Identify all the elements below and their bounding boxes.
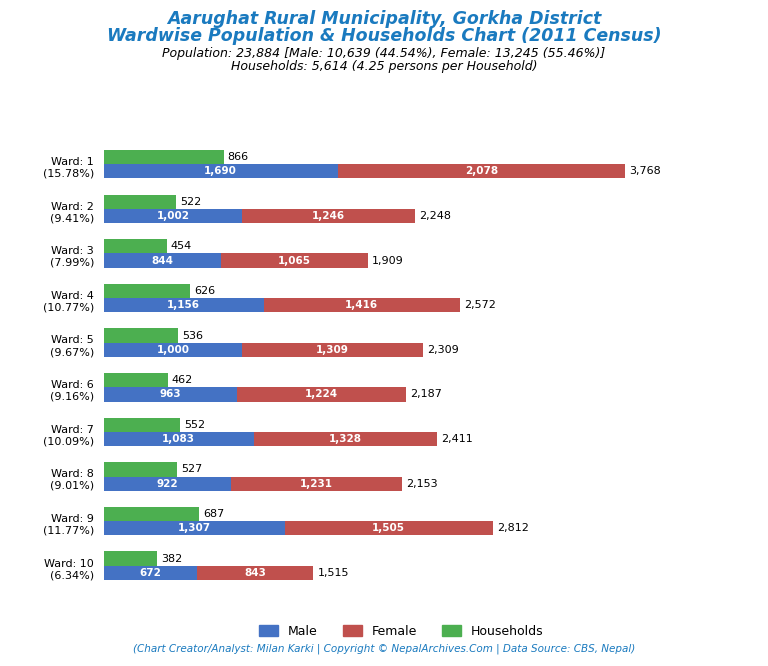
- Text: 1,231: 1,231: [300, 479, 333, 489]
- Bar: [104, 476, 231, 491]
- Text: 1,307: 1,307: [177, 523, 210, 533]
- Text: 1,328: 1,328: [329, 434, 362, 444]
- Text: 1,000: 1,000: [157, 345, 190, 355]
- Text: Aarughat Rural Municipality, Gorkha District: Aarughat Rural Municipality, Gorkha Dist…: [167, 10, 601, 28]
- Bar: [242, 342, 423, 357]
- Bar: [237, 387, 406, 402]
- Text: 2,078: 2,078: [465, 166, 498, 176]
- Bar: [104, 551, 157, 565]
- Text: 3,768: 3,768: [630, 166, 661, 176]
- Bar: [104, 239, 167, 254]
- Bar: [104, 387, 237, 402]
- Bar: [243, 209, 415, 223]
- Text: 844: 844: [151, 256, 173, 266]
- Text: 522: 522: [180, 196, 201, 206]
- Text: 843: 843: [244, 568, 266, 578]
- Bar: [104, 298, 263, 312]
- Bar: [104, 462, 177, 476]
- Bar: [285, 521, 493, 535]
- Bar: [231, 476, 402, 491]
- Bar: [104, 328, 178, 342]
- Bar: [104, 284, 190, 298]
- Bar: [104, 342, 242, 357]
- Bar: [104, 565, 197, 580]
- Text: 1,002: 1,002: [157, 211, 190, 221]
- Bar: [104, 521, 285, 535]
- Bar: [104, 418, 180, 432]
- Bar: [104, 254, 220, 268]
- Text: 1,515: 1,515: [317, 568, 349, 578]
- Bar: [104, 194, 176, 209]
- Text: 1,505: 1,505: [372, 523, 406, 533]
- Text: Population: 23,884 [Male: 10,639 (44.54%), Female: 13,245 (55.46%)]: Population: 23,884 [Male: 10,639 (44.54%…: [162, 47, 606, 60]
- Text: 866: 866: [227, 152, 249, 162]
- Text: 454: 454: [170, 241, 192, 251]
- Text: 527: 527: [180, 464, 202, 474]
- Text: 1,156: 1,156: [167, 300, 200, 310]
- Text: 1,416: 1,416: [345, 300, 379, 310]
- Legend: Male, Female, Households: Male, Female, Households: [254, 619, 548, 643]
- Bar: [104, 432, 253, 446]
- Bar: [104, 209, 243, 223]
- Bar: [197, 565, 313, 580]
- Bar: [338, 165, 625, 178]
- Text: 1,309: 1,309: [316, 345, 349, 355]
- Text: 552: 552: [184, 420, 205, 430]
- Text: 2,153: 2,153: [406, 479, 438, 489]
- Bar: [253, 432, 438, 446]
- Bar: [104, 150, 223, 165]
- Text: 922: 922: [157, 479, 178, 489]
- Text: 672: 672: [139, 568, 161, 578]
- Text: 2,248: 2,248: [419, 211, 451, 221]
- Bar: [104, 165, 338, 178]
- Text: 1,909: 1,909: [372, 256, 404, 266]
- Bar: [220, 254, 368, 268]
- Text: 1,690: 1,690: [204, 166, 237, 176]
- Text: Wardwise Population & Households Chart (2011 Census): Wardwise Population & Households Chart (…: [107, 27, 661, 45]
- Text: 963: 963: [160, 390, 181, 400]
- Text: (Chart Creator/Analyst: Milan Karki | Copyright © NepalArchives.Com | Data Sourc: (Chart Creator/Analyst: Milan Karki | Co…: [133, 643, 635, 654]
- Text: 1,065: 1,065: [278, 256, 311, 266]
- Text: 1,083: 1,083: [162, 434, 195, 444]
- Text: 2,411: 2,411: [442, 434, 473, 444]
- Text: 1,224: 1,224: [305, 390, 338, 400]
- Bar: [104, 507, 199, 521]
- Text: 382: 382: [161, 553, 182, 563]
- Text: 462: 462: [172, 375, 193, 385]
- Text: 2,309: 2,309: [428, 345, 459, 355]
- Text: 536: 536: [182, 330, 203, 340]
- Text: 687: 687: [203, 509, 224, 519]
- Text: 2,187: 2,187: [411, 390, 442, 400]
- Bar: [263, 298, 460, 312]
- Text: 1,246: 1,246: [312, 211, 345, 221]
- Text: Households: 5,614 (4.25 persons per Household): Households: 5,614 (4.25 persons per Hous…: [230, 60, 538, 73]
- Bar: [104, 373, 167, 387]
- Text: 2,572: 2,572: [464, 300, 495, 310]
- Text: 2,812: 2,812: [497, 523, 529, 533]
- Text: 626: 626: [194, 286, 216, 296]
